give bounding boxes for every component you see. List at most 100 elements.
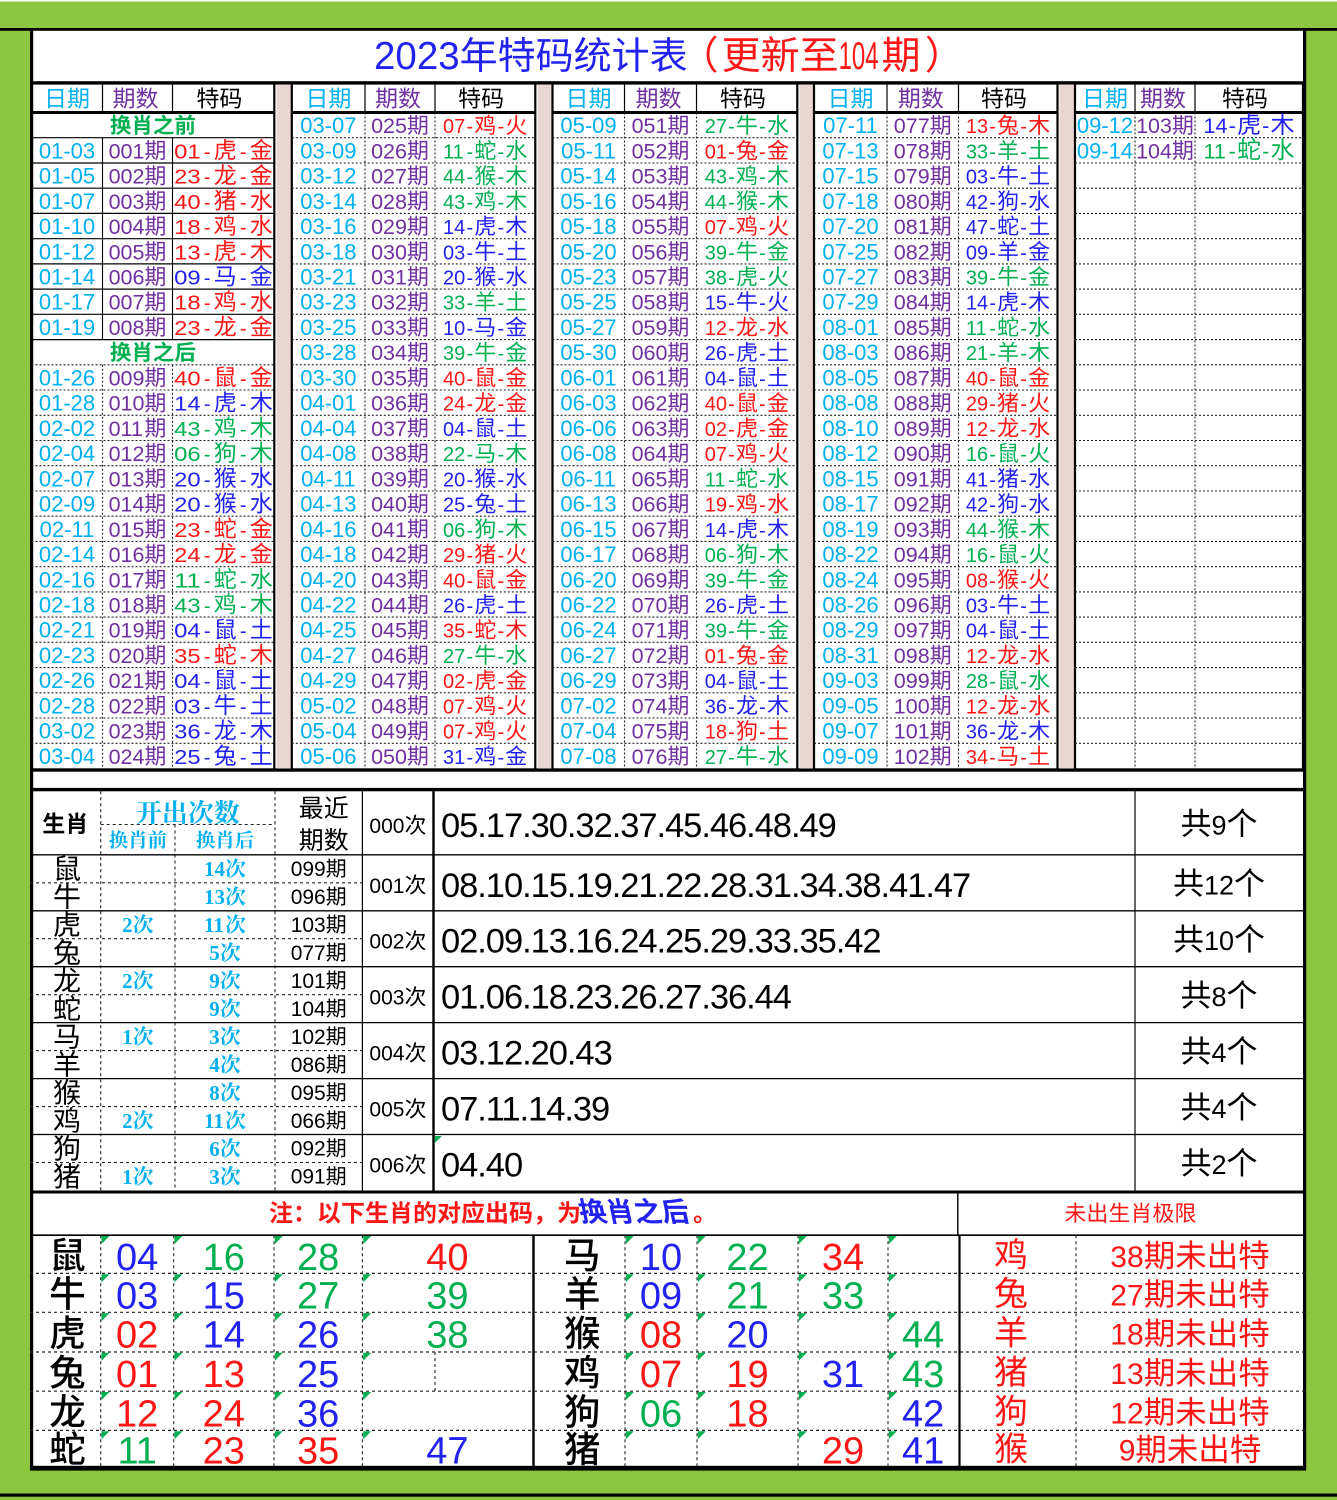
svg-text:-: - [204, 368, 211, 390]
svg-text:-: - [989, 520, 996, 542]
svg-text:18: 18 [726, 1393, 768, 1435]
svg-text:-: - [728, 318, 735, 340]
svg-text:-: - [989, 545, 996, 567]
svg-text:15: 15 [203, 1275, 245, 1317]
svg-text:-: - [728, 444, 735, 466]
svg-text:44: 44 [902, 1315, 944, 1357]
svg-text:2: 2 [122, 913, 133, 937]
svg-text:07-20: 07-20 [822, 214, 878, 239]
svg-text:28: 28 [966, 671, 988, 693]
svg-text:-: - [728, 646, 735, 668]
svg-text:43: 43 [902, 1354, 944, 1396]
svg-text:18: 18 [705, 722, 727, 744]
svg-text:3: 3 [209, 1025, 220, 1049]
svg-text:12: 12 [966, 419, 988, 441]
svg-text:-: - [728, 368, 735, 390]
svg-text:079: 079 [894, 165, 930, 189]
svg-text:4: 4 [1212, 1094, 1227, 1124]
svg-text:-: - [466, 116, 473, 138]
svg-text:06-22: 06-22 [560, 593, 616, 618]
svg-text:06-08: 06-08 [560, 441, 616, 466]
svg-text:-: - [466, 167, 473, 189]
svg-text:07: 07 [443, 696, 465, 718]
svg-text:082: 082 [894, 240, 930, 264]
svg-text:-: - [989, 469, 996, 491]
svg-text:040: 040 [371, 493, 407, 517]
svg-text:20: 20 [174, 469, 201, 491]
svg-text:-: - [1020, 293, 1027, 315]
svg-text:02-16: 02-16 [39, 567, 95, 592]
svg-text:-: - [759, 444, 766, 466]
svg-text:-: - [989, 242, 996, 264]
svg-text:39: 39 [705, 570, 727, 592]
svg-text:25: 25 [443, 495, 465, 517]
svg-text:-: - [1020, 167, 1027, 189]
svg-text:-: - [759, 167, 766, 189]
svg-text:08-03: 08-03 [822, 340, 878, 365]
svg-text:01: 01 [174, 141, 201, 163]
svg-text:11: 11 [174, 570, 201, 592]
svg-text:26: 26 [705, 596, 727, 618]
svg-text:065: 065 [632, 467, 668, 491]
svg-text:14: 14 [705, 520, 727, 542]
svg-text:101: 101 [894, 720, 930, 744]
svg-text:10: 10 [640, 1237, 682, 1279]
svg-text:08-31: 08-31 [822, 643, 878, 668]
svg-text:06-06: 06-06 [560, 416, 616, 441]
svg-text:-: - [1020, 520, 1027, 542]
svg-text:40: 40 [174, 368, 201, 390]
svg-text:11: 11 [1204, 139, 1226, 163]
svg-text:06-20: 06-20 [560, 567, 616, 592]
svg-text:-: - [466, 192, 473, 214]
svg-text:-: - [759, 217, 766, 239]
svg-text:03-30: 03-30 [300, 365, 356, 390]
svg-text:-: - [1229, 114, 1236, 138]
svg-text:23: 23 [174, 167, 201, 189]
svg-text:-: - [759, 722, 766, 744]
svg-text:-: - [1020, 722, 1027, 744]
svg-text:04-16: 04-16 [300, 517, 356, 542]
svg-text:034: 034 [371, 341, 407, 365]
svg-text:39: 39 [966, 268, 988, 290]
svg-text:01-12: 01-12 [39, 239, 95, 264]
svg-text:039: 039 [371, 467, 407, 491]
svg-text:-: - [240, 394, 247, 416]
svg-text:06: 06 [640, 1393, 682, 1435]
svg-text:-: - [1229, 139, 1236, 163]
svg-text:-: - [466, 394, 473, 416]
svg-text:104: 104 [839, 35, 879, 78]
svg-text:053: 053 [632, 165, 668, 189]
svg-text:-: - [240, 242, 247, 264]
svg-text:04.40: 04.40 [441, 1147, 522, 1185]
svg-text:36: 36 [297, 1393, 339, 1435]
svg-text:059: 059 [632, 316, 668, 340]
svg-text:007: 007 [109, 291, 145, 315]
svg-text:-: - [204, 318, 211, 340]
svg-text:078: 078 [894, 139, 930, 163]
svg-text:07: 07 [705, 217, 727, 239]
svg-text:02-28: 02-28 [39, 693, 95, 718]
svg-text:-: - [497, 646, 504, 668]
svg-text:-: - [497, 747, 504, 769]
svg-text:02: 02 [443, 671, 465, 693]
svg-text:-: - [989, 116, 996, 138]
svg-text:-: - [728, 520, 735, 542]
svg-text:-: - [989, 368, 996, 390]
svg-text:27: 27 [705, 747, 727, 769]
svg-text:087: 087 [894, 366, 930, 390]
svg-text:08-05: 08-05 [822, 365, 878, 390]
svg-text:-: - [497, 293, 504, 315]
svg-text:005: 005 [109, 240, 145, 264]
svg-text:-: - [497, 318, 504, 340]
svg-text:34: 34 [966, 747, 988, 769]
svg-text:054: 054 [632, 190, 668, 214]
svg-text:41: 41 [902, 1431, 944, 1473]
svg-text:16: 16 [966, 444, 988, 466]
svg-text:-: - [1020, 192, 1027, 214]
svg-text:08-17: 08-17 [822, 492, 878, 517]
svg-text:066: 066 [291, 1110, 326, 1133]
svg-text:052: 052 [632, 139, 668, 163]
svg-text:01-28: 01-28 [39, 391, 95, 416]
svg-text:-: - [728, 419, 735, 441]
svg-text:07-02: 07-02 [560, 693, 616, 718]
